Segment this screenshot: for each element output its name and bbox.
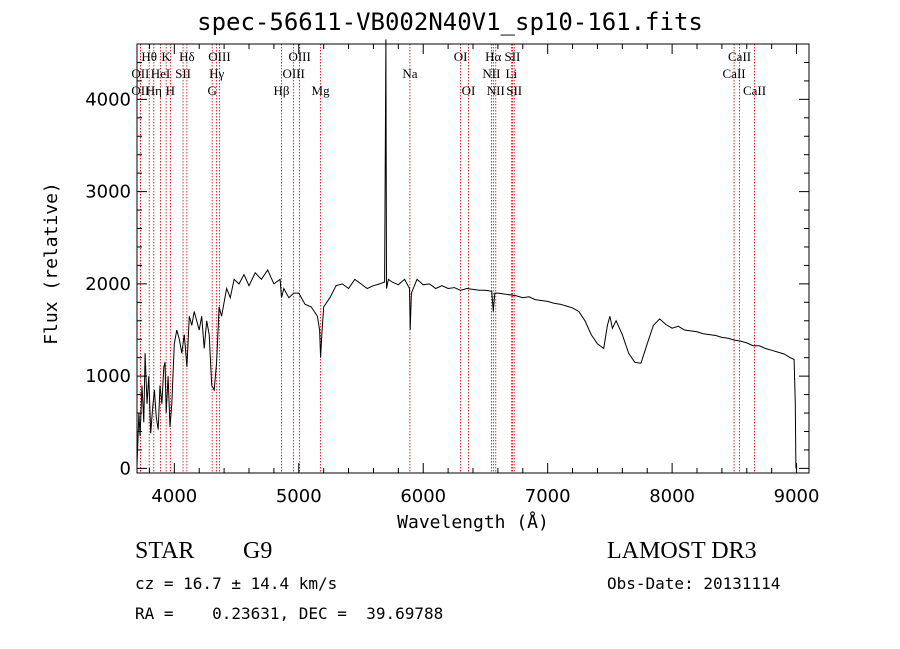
line-marker-label: OI	[454, 49, 468, 64]
line-marker-label: OIII	[288, 49, 310, 64]
line-marker-label: OIII	[208, 49, 230, 64]
line-marker-label: H	[166, 83, 175, 98]
line-marker-label: Hη	[146, 83, 162, 98]
y-tick-label: 2000	[85, 274, 131, 295]
obs-date: Obs-Date: 20131114	[607, 574, 781, 593]
line-marker-label: OII	[131, 66, 149, 81]
line-marker-label: Hα	[485, 49, 501, 64]
survey-name: LAMOST DR3	[607, 538, 757, 564]
y-tick-label: 0	[120, 458, 131, 479]
line-marker-label: SII	[175, 66, 191, 81]
line-marker-label: NII	[482, 66, 500, 81]
line-marker-label: OIII	[282, 66, 304, 81]
line-marker-label: Hβ	[273, 83, 289, 98]
axis-ticks: 4000 5000 6000 7000 8000 9000 0 1000 2000 3000 400…	[85, 44, 819, 507]
object-class: STAR	[135, 538, 195, 564]
spectrum-line	[136, 39, 797, 469]
line-marker-label: CaII	[728, 49, 751, 64]
line-marker-label: Na	[402, 66, 417, 81]
x-tick-label: 4000	[151, 486, 197, 507]
x-tick-label: 8000	[649, 486, 695, 507]
x-axis-label: Wavelength (Å)	[397, 511, 549, 533]
line-marker-label: SII	[505, 49, 521, 64]
chart-title: spec-56611-VB002N40V1_sp10-161.fits	[197, 8, 703, 36]
line-marker-label: CaII	[743, 83, 766, 98]
x-tick-label: 9000	[774, 486, 820, 507]
y-tick-label: 3000	[85, 182, 131, 203]
line-marker-label: G	[207, 83, 216, 98]
x-tick-label: 7000	[525, 486, 571, 507]
line-marker-label: NII	[487, 83, 505, 98]
line-marker-label: Mg	[312, 83, 331, 98]
line-marker-label: HeI	[151, 66, 171, 81]
line-marker-label: CaII	[723, 66, 746, 81]
line-marker-label: K	[161, 49, 171, 64]
line-marker-label: Hγ	[209, 66, 224, 81]
line-marker-label: OI	[462, 83, 476, 98]
line-markers	[139, 44, 755, 473]
y-tick-label: 1000	[85, 366, 131, 387]
line-marker-label: Hδ	[179, 49, 195, 64]
redshift-cz: cz = 16.7 ± 14.4 km/s	[135, 574, 338, 593]
object-subclass: G9	[243, 538, 273, 564]
y-axis-label: Flux (relative)	[41, 182, 62, 345]
plot-frame	[136, 43, 810, 474]
y-tick-label: 4000	[85, 89, 131, 110]
x-tick-label: 5000	[276, 486, 322, 507]
coordinates: RA = 0.23631, DEC = 39.69788	[135, 604, 444, 623]
line-marker-label: SII	[506, 83, 522, 98]
line-marker-label: Hθ	[141, 49, 157, 64]
line-marker-label: OII	[131, 83, 149, 98]
x-tick-label: 6000	[400, 486, 446, 507]
line-marker-label: Li	[506, 66, 518, 81]
